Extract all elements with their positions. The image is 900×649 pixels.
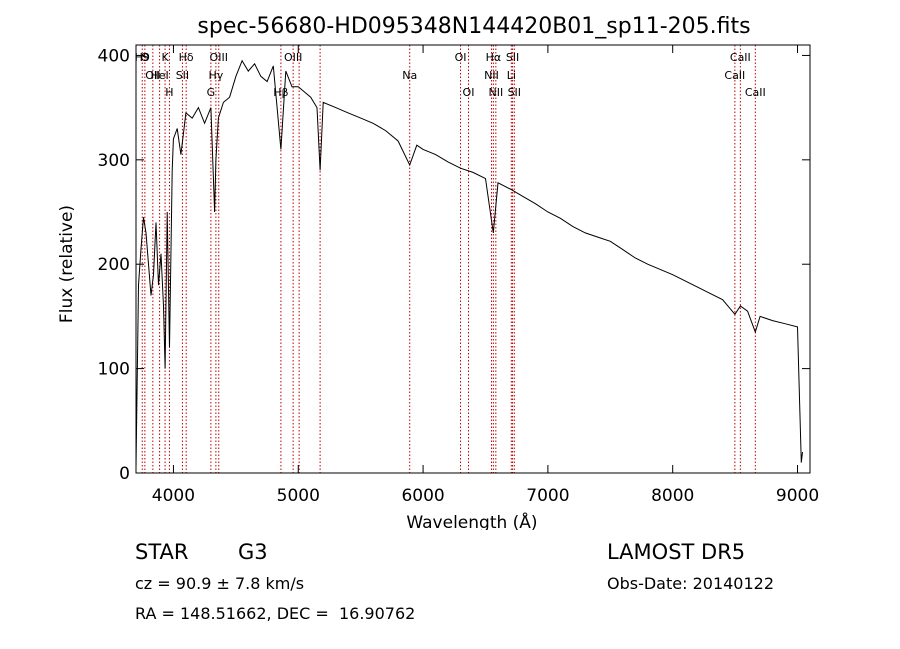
x-tick-label-2: 6000 [401,486,444,506]
x-axis: 4000 5000 6000 7000 8000 9000 [152,45,819,506]
y-tick-label-2: 200 [98,255,130,275]
line-label-4: K [161,51,169,64]
object-type: STAR [135,540,189,564]
line-label-9: Hγ [208,69,223,82]
line-label-23: SII [508,86,521,99]
line-label-20: NII [488,86,503,99]
y-tick-label-3: 300 [98,151,130,171]
line-label-19: Hα [486,51,502,64]
spectrum-chart: spec-56680-HD095348N144420B01_sp11-205.f… [57,14,819,530]
line-label-0: H9 [135,51,150,64]
x-tick-label-1: 5000 [277,486,320,506]
line-label-17: OI [463,86,475,99]
spectrum-line [135,59,803,468]
x-tick-label-3: 7000 [526,486,569,506]
line-label-3: HeI [150,69,168,82]
y-tick-label-0: 0 [119,464,130,484]
x-axis-label: Wavelength (Å) [406,511,537,530]
line-label-15: Na [402,69,417,82]
survey-name: LAMOST DR5 [607,540,746,564]
y-axis-label: Flux (relative) [57,205,77,323]
line-label-26: CaII [745,86,766,99]
line-label-5: H [165,86,173,99]
line-label-2: OII [145,69,160,82]
line-label-25: CaII [730,51,751,64]
line-label-16: OI [455,51,467,64]
line-label-18: NII [484,69,499,82]
line-label-10: OIII [210,51,228,64]
y-tick-label-4: 400 [98,46,130,66]
line-markers [141,45,756,473]
line-label-1: Θ [141,51,150,64]
y-tick-label-1: 100 [98,360,130,380]
plot-frame [135,44,811,474]
coordinates: RA = 148.51662, DEC = 16.90762 [135,604,416,623]
line-label-7: Hδ [179,51,194,64]
observation-date: Obs-Date: 20140122 [607,574,775,593]
x-tick-label-5: 9000 [776,486,819,506]
chart-title: spec-56680-HD095348N144420B01_sp11-205.f… [197,14,750,39]
line-label-22: SII [506,51,519,64]
x-tick-label-4: 8000 [651,486,694,506]
spectral-subclass: G3 [238,540,268,564]
line-label-12: OIII [284,51,302,64]
line-label-6: SII [176,69,189,82]
y-axis: 0 100 200 300 400 [98,46,810,484]
x-tick-label-0: 4000 [152,486,195,506]
line-label-24: CaII [724,69,745,82]
redshift-velocity: cz = 90.9 ± 7.8 km/s [135,574,305,593]
line-label-21: Li [507,69,516,82]
line-labels: H9ΘOIIHeIKHSIIHδGHγOIIIHβOIIINaOIOINIIHα… [135,51,766,99]
line-label-8: G [207,86,216,99]
